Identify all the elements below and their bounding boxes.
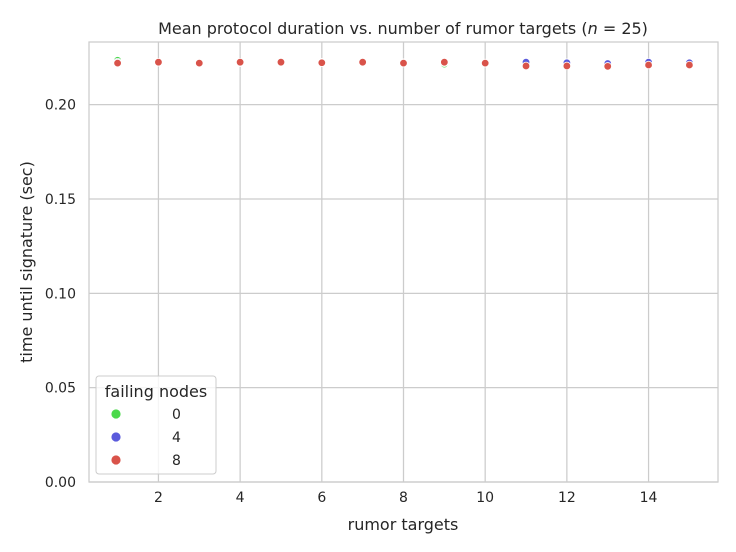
chart-title: Mean protocol duration vs. number of rum…: [158, 19, 648, 38]
y-tick-label: 0.05: [45, 381, 76, 397]
x-tick-label: 10: [476, 490, 494, 506]
data-point-failing-8: [195, 58, 204, 68]
legend-label-0: 0: [172, 407, 181, 423]
data-point-failing-8: [317, 58, 327, 67]
plot-frame: [88, 41, 719, 483]
legend-marker-0: [110, 408, 122, 420]
x-tick-label: 2: [154, 490, 163, 506]
data-point-failing-8: [235, 57, 245, 67]
x-axis-label: rumor targets: [348, 515, 459, 534]
legend-marker-4: [110, 431, 122, 443]
data-point-failing-8: [440, 57, 449, 67]
legend-title: failing nodes: [105, 382, 207, 401]
data-point-failing-8: [685, 60, 694, 70]
data-point-failing-8: [480, 58, 490, 68]
data-point-failing-8: [644, 60, 653, 70]
y-tick-label: 0.10: [45, 286, 76, 302]
tick-labels: 2 4 6 8 10 12 14 0.00 0.05 0.10 0.15 0.20: [45, 98, 658, 506]
legend-label-4: 4: [172, 430, 181, 446]
legend-marker-8: [110, 454, 122, 466]
y-tick-label: 0.20: [45, 98, 76, 114]
x-tick-label: 8: [399, 490, 408, 506]
data-point-failing-8: [399, 58, 408, 68]
y-axis-label: time until signature (sec): [17, 161, 36, 363]
data-point-failing-8: [113, 58, 122, 68]
x-tick-label: 14: [640, 490, 658, 506]
data-point-failing-8: [603, 62, 612, 71]
data-point-failing-8: [276, 57, 286, 67]
y-tick-label: 0.15: [45, 192, 76, 208]
legend: failing nodes 0 4 8: [95, 375, 217, 475]
legend-label-8: 8: [172, 453, 181, 469]
x-tick-label: 4: [236, 490, 245, 506]
x-tick-label: 12: [558, 490, 576, 506]
legend-box: [95, 375, 217, 475]
data-point-failing-8: [521, 61, 531, 71]
x-tick-label: 6: [317, 490, 326, 506]
y-tick-label: 0.00: [45, 475, 76, 491]
data-point-failing-8: [154, 57, 163, 67]
data-point-failing-8: [562, 61, 572, 71]
data-point-failing-8: [358, 57, 367, 67]
data-points: [113, 56, 694, 71]
